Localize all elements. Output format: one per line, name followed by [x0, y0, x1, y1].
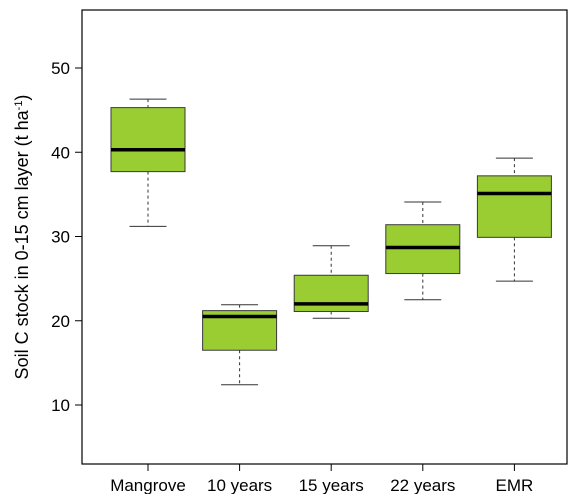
- x-tick-label: 15 years: [299, 476, 364, 494]
- y-tick-label: 50: [51, 59, 70, 78]
- y-axis-label: Soil C stock in 0-15 cm layer (t ha-1): [12, 95, 32, 380]
- y-tick-label: 30: [51, 228, 70, 247]
- box-mangrove: [110, 98, 186, 227]
- y-tick-label: 10: [51, 396, 70, 415]
- box-emr: [476, 157, 552, 282]
- y-tick-label: 40: [51, 143, 70, 162]
- box-15-years: [293, 245, 369, 319]
- x-tick-label: 10 years: [207, 476, 272, 494]
- x-tick-label: EMR: [496, 476, 534, 494]
- x-tick-label: Mangrove: [110, 476, 186, 494]
- x-tick-label: 22 years: [390, 476, 455, 494]
- y-axis: 10 20 30 40 50: [51, 59, 82, 415]
- box-group: [110, 98, 552, 386]
- box-iqr: [293, 274, 369, 312]
- box-iqr: [476, 175, 552, 238]
- x-axis: Mangrove 10 years 15 years 22 years EMR: [110, 464, 533, 494]
- box-22-years: [385, 201, 461, 301]
- box-10-years: [202, 304, 278, 386]
- box-iqr: [110, 107, 186, 173]
- y-tick-label: 20: [51, 312, 70, 331]
